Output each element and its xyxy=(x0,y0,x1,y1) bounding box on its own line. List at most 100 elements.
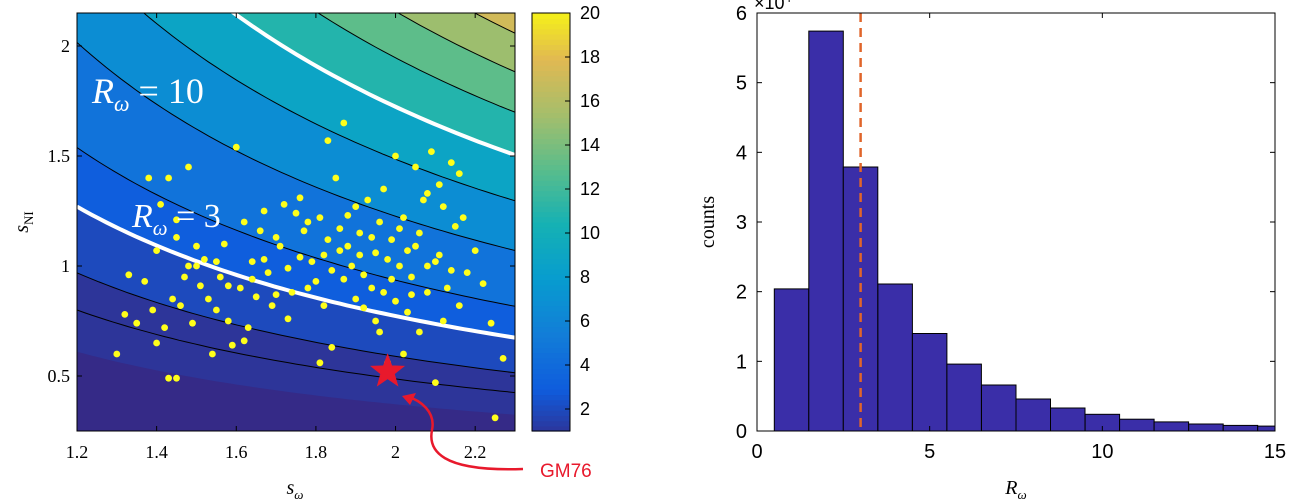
scatter-point xyxy=(344,242,352,250)
colorbar-fills xyxy=(532,13,570,432)
scatter-point xyxy=(408,273,415,281)
scatter-point xyxy=(451,223,459,230)
scatter-point xyxy=(491,414,499,422)
scatter-point xyxy=(197,282,204,290)
colorbar-band xyxy=(532,44,570,51)
scatter-point xyxy=(463,269,471,276)
colorbar: 2 4 6 8 10 12 14 16 18 20 xyxy=(531,3,600,432)
colorbar-band xyxy=(532,378,570,385)
contour-panel: 1.2 1.4 1.6 1.8 2 2.2 0.5 1 1.5 2 Rω = 10 Rω = 3… xyxy=(11,12,592,499)
scatter-point xyxy=(439,317,447,325)
left-x-axis-label: sω xyxy=(287,477,304,499)
histogram-bar xyxy=(773,288,810,432)
scatter-point xyxy=(209,350,216,358)
scatter-point xyxy=(113,350,121,358)
colorbar-band xyxy=(532,289,570,296)
scatter-point xyxy=(356,229,364,237)
scatter-point xyxy=(328,267,336,274)
histogram-bar xyxy=(1119,418,1155,432)
scatter-point xyxy=(177,302,184,309)
colorbar-band xyxy=(532,394,570,401)
scatter-point xyxy=(424,190,431,197)
colorbar-band xyxy=(532,373,570,380)
scatter-point xyxy=(424,262,431,270)
colorbar-band xyxy=(532,164,570,171)
contour-line xyxy=(77,42,515,251)
y-tick-label: 0.5 xyxy=(48,366,71,386)
scatter-point xyxy=(240,218,248,226)
scatter-point xyxy=(157,201,165,208)
colorbar-band xyxy=(532,65,570,72)
scatter-point xyxy=(471,247,479,255)
scatter-point xyxy=(316,359,324,367)
colorbar-band xyxy=(532,321,570,328)
histogram-bar xyxy=(946,363,982,432)
y-tick-label: 5 xyxy=(736,73,747,95)
scatter-point xyxy=(284,315,292,323)
gm76-arrow xyxy=(407,395,524,471)
colorbar-band xyxy=(532,352,570,359)
colorbar-band xyxy=(532,227,570,234)
scatter-point xyxy=(435,181,443,189)
x-tick-label: 15 xyxy=(1264,441,1286,463)
contour-line xyxy=(397,13,515,73)
colorbar-band xyxy=(532,326,570,333)
colorbar-band xyxy=(532,316,570,322)
colorbar-band xyxy=(532,143,570,150)
gm76-arrowhead xyxy=(402,393,416,405)
scatter-point xyxy=(455,302,463,309)
scatter-point xyxy=(121,311,129,318)
colorbar-tick-label: 4 xyxy=(580,355,590,375)
y-tick-label: 0 xyxy=(736,421,747,443)
y-exponent-label: ×104 xyxy=(754,0,792,13)
scatter-point xyxy=(376,218,383,226)
right-x-axis-label: Rω xyxy=(1004,477,1026,499)
colorbar-band xyxy=(532,80,570,87)
colorbar-band xyxy=(532,425,570,432)
scatter-point xyxy=(300,227,308,235)
scatter-point xyxy=(392,152,399,160)
colorbar-band xyxy=(532,185,570,192)
histogram-bar xyxy=(1188,423,1224,432)
scatter-point xyxy=(324,137,332,145)
scatter-point xyxy=(133,319,141,327)
colorbar-band xyxy=(532,154,570,160)
scatter-point xyxy=(320,302,328,309)
scatter-point xyxy=(372,249,379,257)
scatter-point xyxy=(308,258,316,265)
left-axes-box xyxy=(76,12,516,432)
scatter-point xyxy=(428,148,435,156)
contour-line xyxy=(317,13,515,113)
histogram-bar xyxy=(911,333,948,432)
scatter-point xyxy=(356,251,364,259)
colorbar-band xyxy=(532,96,570,103)
scatter-point xyxy=(352,295,360,303)
colorbar-band xyxy=(532,389,570,396)
y-tick-label: 1 xyxy=(61,256,70,276)
scatter-point xyxy=(304,218,312,226)
scatter-point xyxy=(153,339,161,347)
highlighted-contour-line xyxy=(230,13,515,157)
colorbar-band xyxy=(532,206,570,213)
left-y-axis-label: sNI xyxy=(11,211,36,233)
colorbar-band xyxy=(532,201,570,207)
colorbar-band xyxy=(532,415,570,422)
colorbar-tick-label: 16 xyxy=(580,91,600,111)
scatter-point xyxy=(165,174,173,182)
y-tick-label: 4 xyxy=(736,142,747,164)
colorbar-band xyxy=(532,159,570,166)
x-tick-label: 2 xyxy=(391,442,400,462)
colorbar-band xyxy=(532,300,570,307)
y-tick-label: 6 xyxy=(736,3,747,25)
colorbar-band xyxy=(532,117,570,124)
colorbar-tick-label: 2 xyxy=(580,399,590,419)
scatter-point xyxy=(332,174,340,182)
histogram-bar xyxy=(877,283,913,432)
y-tick-label: 2 xyxy=(61,36,70,56)
colorbar-band xyxy=(532,336,570,343)
scatter-point xyxy=(268,302,276,309)
scatter-point xyxy=(380,185,387,193)
scatter-point xyxy=(447,267,455,274)
scatter-points xyxy=(113,119,507,422)
